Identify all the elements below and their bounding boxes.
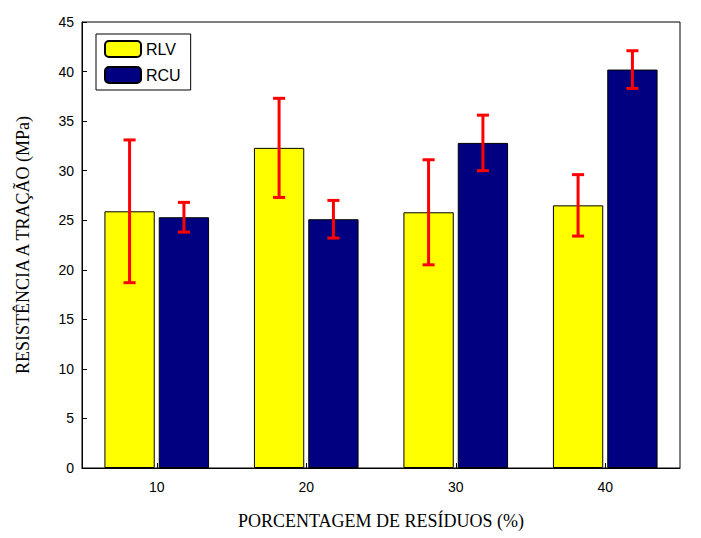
svg-text:20: 20 — [298, 479, 314, 495]
svg-text:RCU: RCU — [146, 67, 181, 84]
svg-text:0: 0 — [66, 460, 74, 476]
svg-text:40: 40 — [58, 64, 74, 80]
svg-text:30: 30 — [58, 163, 74, 179]
svg-text:15: 15 — [58, 311, 74, 327]
svg-text:40: 40 — [597, 479, 613, 495]
svg-text:10: 10 — [58, 361, 74, 377]
svg-text:25: 25 — [58, 212, 74, 228]
svg-text:30: 30 — [448, 479, 464, 495]
svg-text:RLV: RLV — [146, 41, 176, 58]
svg-text:PORCENTAGEM DE RESÍDUOS (%): PORCENTAGEM DE RESÍDUOS (%) — [238, 510, 524, 532]
svg-text:20: 20 — [58, 262, 74, 278]
svg-text:5: 5 — [66, 410, 74, 426]
svg-text:10: 10 — [149, 479, 165, 495]
svg-text:35: 35 — [58, 113, 74, 129]
svg-text:45: 45 — [58, 14, 74, 30]
svg-text:RESISTÊNCIA A TRAÇÃO (MPa): RESISTÊNCIA A TRAÇÃO (MPa) — [12, 116, 34, 374]
